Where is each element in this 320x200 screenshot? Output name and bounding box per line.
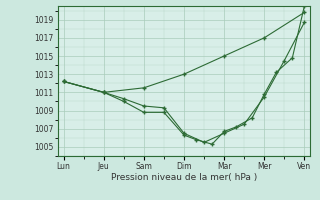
X-axis label: Pression niveau de la mer( hPa ): Pression niveau de la mer( hPa ) bbox=[111, 173, 257, 182]
